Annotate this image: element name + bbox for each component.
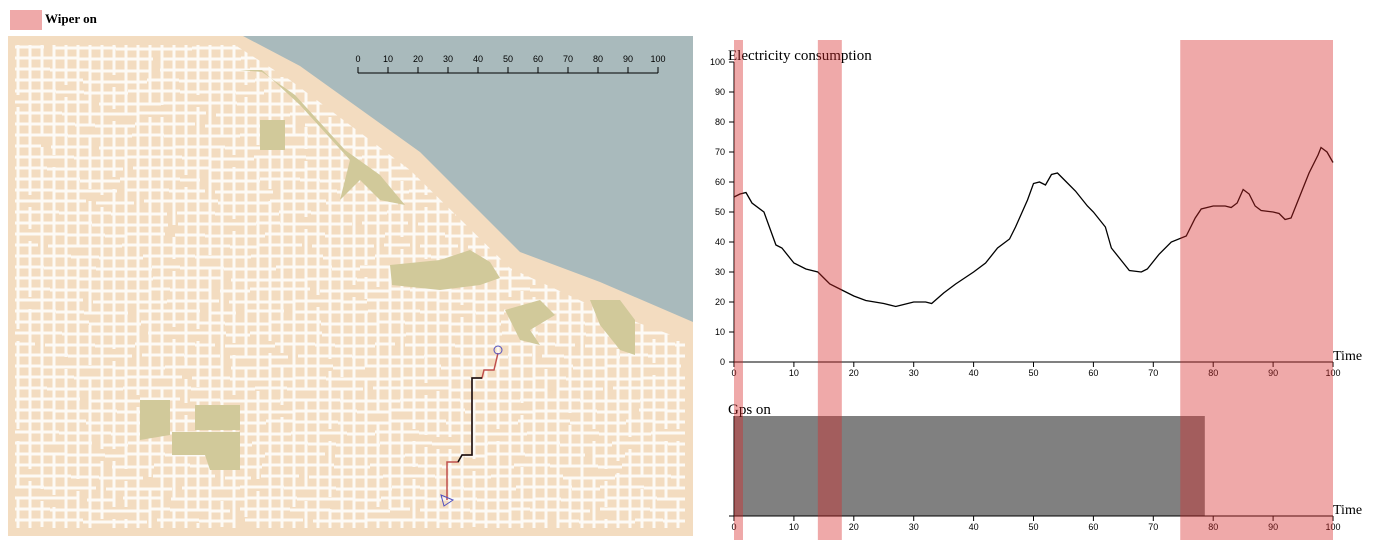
wiper-band [817,40,842,540]
y-tick-label: 60 [715,177,725,187]
scale-label: 10 [383,54,393,64]
scale-label: 90 [623,54,633,64]
legend-swatch [10,10,42,30]
x-tick-label: 70 [1148,522,1158,532]
route-end [440,494,455,507]
gps-span [734,416,1205,516]
x-tick-label: 100 [1325,368,1340,378]
y-tick-label: 10 [715,327,725,337]
x-tick-label: 60 [1088,368,1098,378]
scale-label: 80 [593,54,603,64]
legend-label: Wiper on [45,11,98,26]
x-tick-label: 10 [789,368,799,378]
x-tick-label: 40 [969,522,979,532]
x-tick-label: 0 [731,368,736,378]
x-tick-label: 80 [1208,368,1218,378]
scale-label: 30 [443,54,453,64]
x-tick-label: 80 [1208,522,1218,532]
x-axis-label: Time [1333,503,1362,518]
x-tick-label: 90 [1268,368,1278,378]
y-tick-label: 50 [715,207,725,217]
scale-label: 100 [650,54,665,64]
map: 0 10 20 30 40 50 60 70 80 90 100 [8,36,693,536]
water [243,36,693,322]
y-tick-label: 80 [715,117,725,127]
scale-label: 0 [355,54,360,64]
x-tick-label: 50 [1028,522,1038,532]
y-tick-label: 70 [715,147,725,157]
y-tick-label: 30 [715,267,725,277]
x-tick-label: 60 [1088,522,1098,532]
scale-label: 20 [413,54,423,64]
scale-label: 60 [533,54,543,64]
x-tick-label: 70 [1148,368,1158,378]
route-gps [457,377,482,463]
x-axis-label: Time [1333,349,1362,364]
street-lines [15,45,685,528]
scale-label: 50 [503,54,513,64]
x-tick-label: 20 [849,522,859,532]
route-start [493,345,503,355]
y-tick-label: 90 [715,87,725,97]
scale-label: 70 [563,54,573,64]
x-tick-label: 30 [909,522,919,532]
x-tick-label: 20 [849,368,859,378]
x-tick-label: 40 [969,368,979,378]
scale-label: 40 [473,54,483,64]
x-tick-label: 30 [909,368,919,378]
x-tick-label: 90 [1268,522,1278,532]
consumption-line [733,146,1334,308]
chart-title: Electricity consumption [728,48,872,64]
y-tick-label: 100 [710,57,725,67]
y-tick-label: 40 [715,237,725,247]
x-tick-label: 0 [731,522,736,532]
parks [140,70,635,470]
wiper-band [734,40,743,540]
x-tick-label: 10 [789,522,799,532]
y-tick-label: 0 [720,357,725,367]
chart-title: Gps on [728,402,771,418]
x-tick-label: 100 [1325,522,1340,532]
y-tick-label: 20 [715,297,725,307]
x-tick-label: 50 [1028,368,1038,378]
streets [15,45,685,528]
wiper-band [1180,40,1333,540]
